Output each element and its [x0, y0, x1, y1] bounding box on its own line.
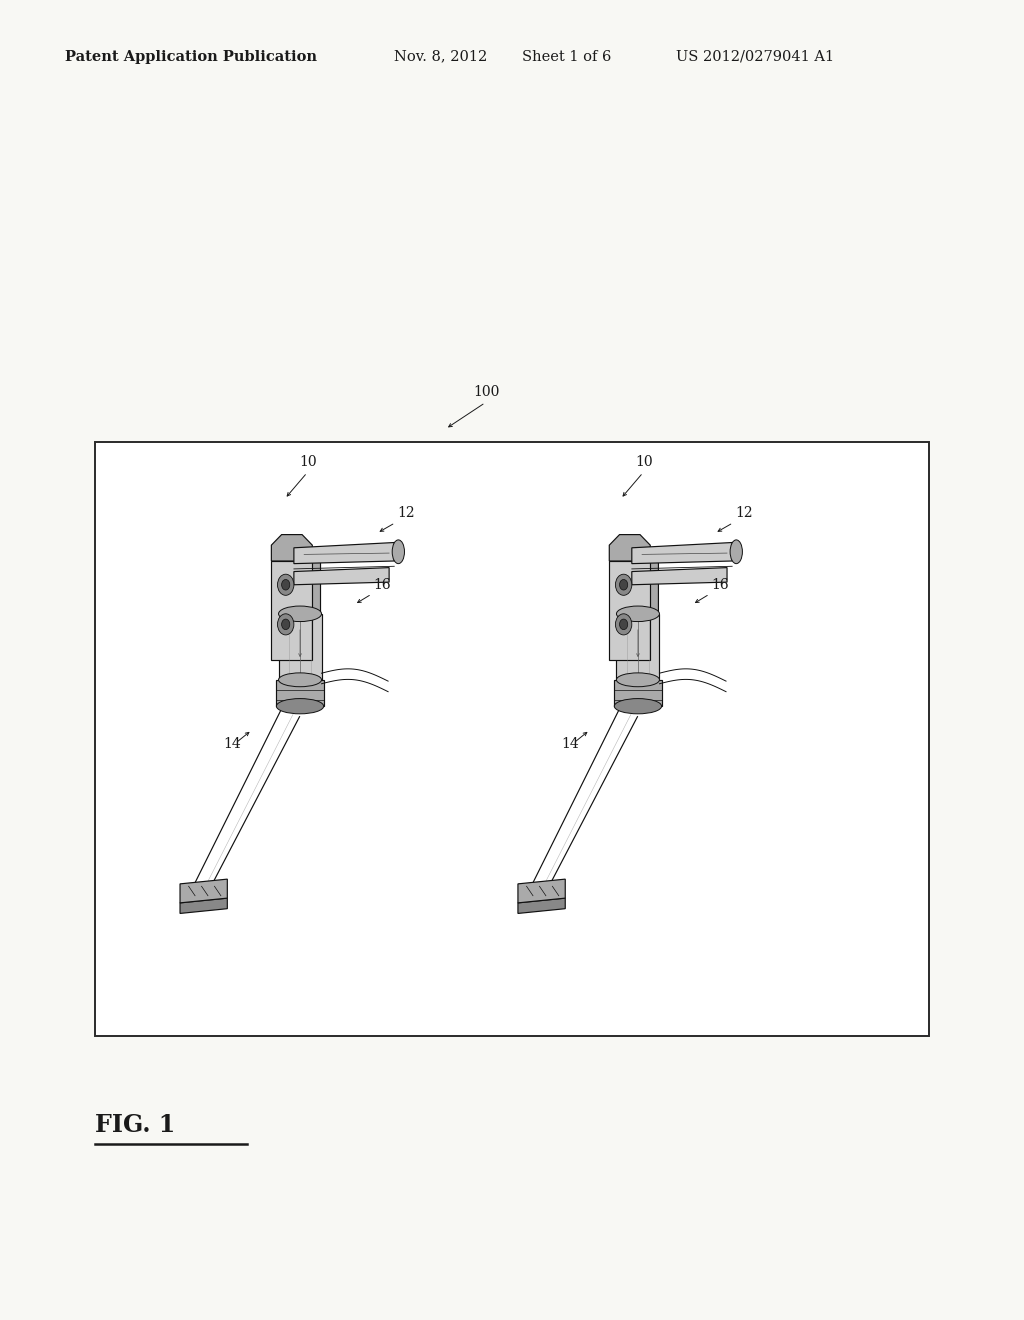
Bar [616, 614, 659, 680]
Text: Sheet 1 of 6: Sheet 1 of 6 [522, 50, 611, 63]
Ellipse shape [276, 698, 324, 714]
Text: US 2012/0279041 A1: US 2012/0279041 A1 [676, 50, 834, 63]
Polygon shape [271, 535, 312, 561]
Bar [271, 561, 312, 660]
Ellipse shape [279, 606, 322, 622]
Text: 14: 14 [561, 738, 579, 751]
Text: Nov. 8, 2012: Nov. 8, 2012 [394, 50, 487, 63]
Bar [276, 680, 324, 706]
Circle shape [615, 574, 632, 595]
Bar [279, 614, 322, 680]
Text: Patent Application Publication: Patent Application Publication [65, 50, 316, 63]
Polygon shape [312, 558, 321, 660]
Text: 100: 100 [473, 385, 500, 399]
Bar [614, 680, 662, 706]
Text: 12: 12 [735, 507, 753, 520]
Polygon shape [180, 898, 227, 913]
Circle shape [620, 579, 628, 590]
Text: 10: 10 [299, 455, 316, 469]
Ellipse shape [614, 698, 662, 714]
Polygon shape [180, 879, 227, 903]
Polygon shape [632, 568, 727, 585]
Circle shape [278, 574, 294, 595]
Text: 12: 12 [397, 507, 415, 520]
Polygon shape [294, 568, 389, 585]
Text: 14: 14 [223, 738, 241, 751]
Ellipse shape [279, 673, 322, 686]
Polygon shape [518, 898, 565, 913]
Polygon shape [632, 543, 732, 564]
Circle shape [282, 619, 290, 630]
Ellipse shape [392, 540, 404, 564]
Text: 10: 10 [635, 455, 652, 469]
Circle shape [278, 614, 294, 635]
Text: 16: 16 [374, 578, 391, 591]
Ellipse shape [616, 606, 659, 622]
Circle shape [620, 619, 628, 630]
Polygon shape [609, 535, 650, 561]
Polygon shape [294, 543, 394, 564]
Ellipse shape [730, 540, 742, 564]
Ellipse shape [616, 673, 659, 686]
Bar [95, 442, 929, 1036]
Polygon shape [518, 879, 565, 903]
Polygon shape [650, 558, 658, 660]
Circle shape [615, 614, 632, 635]
Text: FIG. 1: FIG. 1 [95, 1113, 175, 1137]
Bar [609, 561, 650, 660]
Text: 16: 16 [712, 578, 729, 591]
Circle shape [282, 579, 290, 590]
